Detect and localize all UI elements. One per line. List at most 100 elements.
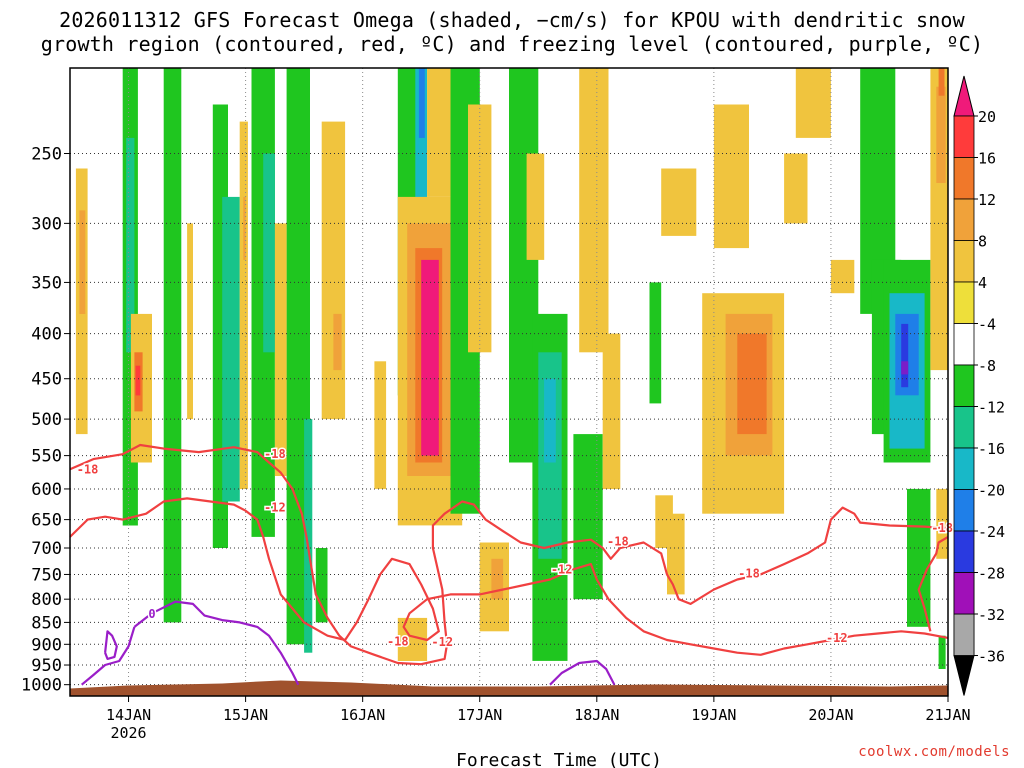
omega-shade-cell (936, 86, 946, 183)
contour-label: -18 (264, 447, 286, 461)
chart-title-line-2: growth region (contoured, red, ºC) and f… (40, 32, 984, 56)
y-tick-label: 550 (31, 447, 62, 467)
colorbar-segment (953, 240, 975, 283)
chart-title-line-1: 2026011312 GFS Forecast Omega (shaded, −… (59, 8, 965, 32)
contour-label: -12 (431, 635, 453, 649)
y-tick-label: 250 (31, 144, 62, 164)
omega-shade-cell (936, 488, 948, 559)
colorbar-segment (953, 157, 975, 200)
x-tick-label: 21JAN (925, 706, 970, 724)
omega-shade-cell (304, 419, 313, 653)
x-tick-label: 19JAN (691, 706, 736, 724)
omega-shade-cell (263, 153, 275, 353)
colorbar-segment (953, 198, 975, 241)
y-tick-label: 1000 (21, 676, 62, 696)
omega-shade-cell (135, 365, 141, 396)
omega-shade-cell (374, 361, 387, 489)
x-tick-label: 14JAN (106, 706, 151, 724)
colorbar-label: -36 (978, 648, 1005, 666)
colorbar-segment (953, 530, 975, 573)
omega-shade-cell (667, 513, 685, 595)
y-tick-label: 650 (31, 511, 62, 531)
colorbar-label: -24 (978, 523, 1005, 541)
omega-shade-cell (649, 282, 662, 404)
colorbar-bottom-triangle (953, 655, 975, 696)
contour-label: -18 (387, 634, 409, 648)
source-credit: coolwx.com/models (858, 744, 1010, 760)
omega-shade-cell (243, 196, 246, 260)
colorbar-label: -12 (978, 399, 1005, 417)
x-tick-label: 20JAN (808, 706, 853, 724)
x-tick-label: 17JAN (457, 706, 502, 724)
omega-shade-cell (163, 68, 182, 623)
colorbar-label: 16 (978, 150, 996, 168)
omega-shade-cell (573, 434, 603, 600)
colorbar-label: 12 (978, 191, 996, 209)
omega-shade-cell (315, 548, 328, 623)
colorbar-segment (953, 572, 975, 615)
omega-shade-cell (907, 488, 931, 627)
omega-shade-cell (602, 333, 621, 489)
colorbar-segment (953, 613, 975, 656)
omega-shade-cell (661, 168, 697, 236)
surface-topography (70, 680, 948, 696)
y-tick-label: 400 (31, 325, 62, 345)
contour-label: -12 (264, 501, 286, 515)
colorbar-segment (953, 323, 975, 366)
colorbar-label: -20 (978, 482, 1005, 500)
y-tick-label: 850 (31, 613, 62, 633)
contour-0C-start (80, 626, 136, 686)
y-tick-label: 350 (31, 273, 62, 293)
omega-shade-cell (713, 104, 749, 249)
x-tick-label: 18JAN (574, 706, 619, 724)
omega-shade-cell (222, 196, 240, 502)
omega-shade-cell (79, 210, 86, 314)
omega-shade-cell (938, 635, 946, 669)
contour-0C-loop (104, 630, 118, 660)
colorbar-label: 8 (978, 233, 987, 251)
contour-label: -18 (738, 566, 760, 580)
contour--18C-low (917, 535, 949, 632)
omega-shade-cell (126, 137, 135, 353)
colorbar-segment (953, 115, 975, 158)
y-tick-label: 700 (31, 539, 62, 559)
omega-shade-cell (737, 333, 767, 435)
y-tick-label: 950 (31, 656, 62, 676)
omega-shade-cell (239, 121, 248, 489)
y-tick-label: 500 (31, 410, 62, 430)
colorbar-label: -28 (978, 565, 1005, 583)
y-tick-label: 750 (31, 565, 62, 585)
omega-shade-cell (526, 153, 545, 260)
contour-label: -12 (551, 562, 573, 576)
omega-shade-cell (579, 68, 609, 353)
omega-shade-cell (901, 323, 909, 388)
omega-shade-cell (274, 223, 287, 476)
y-tick-label: 600 (31, 480, 62, 500)
omega-shade-cell (795, 68, 831, 138)
omega-shade-cell (415, 68, 427, 224)
y-tick-label: 800 (31, 590, 62, 610)
omega-shade-cell (938, 68, 945, 96)
x-axis-label: Forecast Time (UTC) (456, 750, 662, 768)
colorbar-label: 20 (978, 108, 996, 126)
colorbar-segment (953, 364, 975, 407)
omega-shade-cell (784, 153, 808, 224)
contour-label: -18 (607, 534, 629, 548)
contour-label: 0 (148, 607, 155, 621)
colorbar-segment (953, 406, 975, 449)
colorbar-segment (953, 281, 975, 324)
omega-shade-cell (421, 259, 439, 456)
colorbar-label: -4 (978, 316, 996, 334)
omega-shade-cell (187, 223, 193, 420)
contour-label: -18 (77, 462, 99, 476)
omega-shade-cell (321, 121, 346, 420)
omega-shade-cell (830, 259, 855, 294)
colorbar-label: -32 (978, 606, 1005, 624)
y-tick-label: 450 (31, 370, 62, 390)
omega-shade-cell (901, 361, 909, 375)
colorbar-label: 4 (978, 274, 987, 292)
omega-shade-cell (427, 68, 451, 197)
omega-shade-cell (418, 68, 425, 138)
x-tick-label: 16JAN (340, 706, 385, 724)
